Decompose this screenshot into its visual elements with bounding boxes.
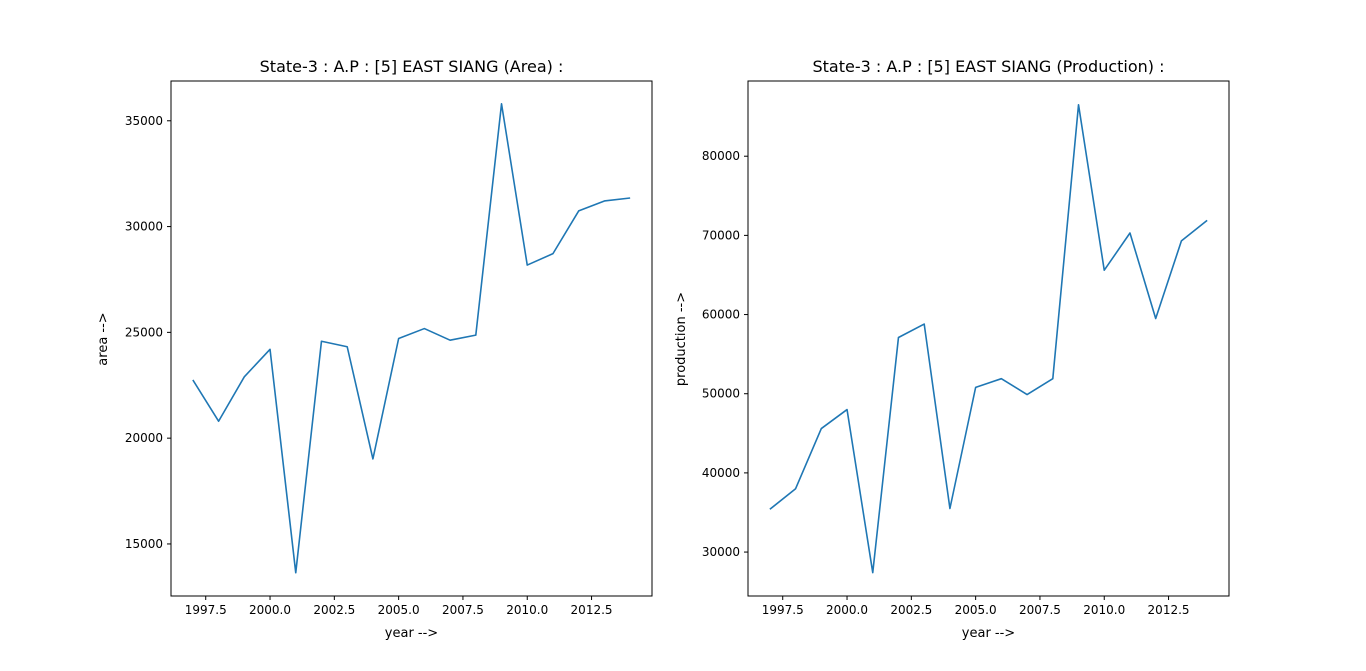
area-chart-axes-frame (170, 80, 653, 597)
production-chart-y-tick-label: 50000 (702, 387, 740, 401)
production-chart-y-tick-label: 30000 (702, 545, 740, 559)
area-chart-x-tick-label: 2007.5 (442, 603, 484, 617)
production-chart-y-axis-label: production --> (674, 292, 689, 386)
area-chart-y-tick-label: 30000 (125, 220, 163, 234)
production-chart-x-axis-label: year --> (962, 626, 1015, 641)
area-chart-x-tick-label: 2002.5 (313, 603, 355, 617)
production-chart: State-3 : A.P : [5] EAST SIANG (Producti… (674, 57, 1230, 641)
production-chart-marks: 1997.5 2000.0 2002.5 2005.0 2007.5 2010.0 2012… (702, 80, 1230, 617)
production-chart-x-tick-label: 1997.5 (762, 603, 804, 617)
production-chart-x-tick-label: 2000.0 (826, 603, 868, 617)
production-chart-title: State-3 : A.P : [5] EAST SIANG (Producti… (812, 57, 1164, 76)
area-chart-y-tick-label: 20000 (125, 431, 163, 445)
area-chart-series-line (192, 103, 631, 574)
production-chart-x-tick-label: 2010.0 (1083, 603, 1125, 617)
area-chart-title: State-3 : A.P : [5] EAST SIANG (Area) : (260, 57, 564, 76)
area-chart-y-axis-label: area --> (96, 312, 111, 365)
area-chart-x-tick-label: 2005.0 (378, 603, 420, 617)
production-chart-x-tick-label: 2012.5 (1148, 603, 1190, 617)
area-chart-x-axis-label: year --> (385, 626, 438, 641)
production-chart-x-tick-label: 2002.5 (890, 603, 932, 617)
area-chart-y-tick-label: 35000 (125, 114, 163, 128)
area-chart-x-tick-label: 2010.0 (506, 603, 548, 617)
production-chart-axes-frame (747, 80, 1230, 597)
area-chart-y-tick-label: 15000 (125, 537, 163, 551)
area-chart-x-tick-label: 1997.5 (185, 603, 227, 617)
production-chart-series-line (769, 103, 1208, 574)
production-chart-x-tick-label: 2005.0 (955, 603, 997, 617)
production-chart-y-tick-label: 80000 (702, 149, 740, 163)
production-chart-y-tick-label: 60000 (702, 308, 740, 322)
area-chart: State-3 : A.P : [5] EAST SIANG (Area) : … (96, 57, 653, 641)
area-chart-x-tick-label: 2000.0 (249, 603, 291, 617)
production-chart-y-tick-label: 40000 (702, 466, 740, 480)
production-chart-x-tick-label: 2007.5 (1019, 603, 1061, 617)
area-chart-x-tick-label: 2012.5 (571, 603, 613, 617)
production-chart-y-tick-label: 70000 (702, 228, 740, 242)
area-chart-marks: 1997.5 2000.0 2002.5 2005.0 2007.5 2010.0 2012… (125, 80, 653, 617)
area-chart-y-tick-label: 25000 (125, 325, 163, 339)
